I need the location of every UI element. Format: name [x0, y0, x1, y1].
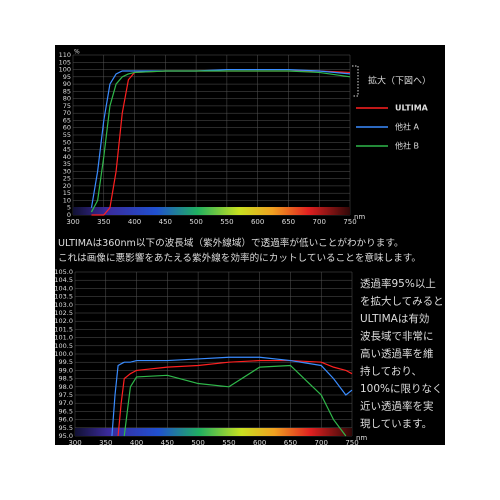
side-text: ULTIMAは有効	[360, 312, 429, 325]
y-tick-label: 99.5	[59, 358, 73, 366]
y-tick-label: 110	[59, 51, 71, 59]
y-tick-label: 35	[63, 160, 71, 168]
y-tick-label: 50	[63, 138, 71, 146]
y-tick-label: 104.0	[54, 284, 73, 292]
annotation: 拡大（下図へ）	[368, 75, 431, 87]
x-tick-label: 700	[313, 218, 326, 226]
y-tick-label: 96.5	[59, 407, 73, 415]
caption: ULTIMAは360nm以下の波長域（紫外線域）で透過率が低いことがわかります。	[58, 237, 404, 249]
x-tick-label: 550	[220, 218, 233, 226]
y-unit: %	[74, 49, 80, 56]
x-tick-label: 450	[159, 218, 172, 226]
x-tick-label: 750	[345, 439, 358, 447]
x-tick-label: 500	[189, 218, 202, 226]
y-tick-label: 45	[63, 146, 71, 154]
x-tick-label: 400	[128, 218, 141, 226]
x-tick-label: 300	[66, 218, 79, 226]
x-tick-label: 700	[315, 439, 328, 447]
x-tick-label: 500	[191, 439, 204, 447]
y-tick-label: 101.5	[54, 325, 73, 333]
y-tick-label: 40	[63, 153, 71, 161]
x-tick-label: 400	[130, 439, 143, 447]
y-tick-label: 90	[63, 80, 71, 88]
spectrum-band	[73, 207, 350, 215]
y-tick-label: 105.0	[54, 268, 73, 276]
series-line	[117, 359, 353, 437]
series-line	[90, 68, 351, 208]
x-unit: nm	[354, 213, 365, 221]
bracket	[352, 65, 359, 97]
x-tick-label: 650	[282, 218, 295, 226]
series-line	[123, 364, 347, 437]
y-tick-label: 95.5	[59, 424, 73, 432]
y-tick-label: 104.5	[54, 276, 73, 284]
y-tick-label: 97.5	[59, 391, 73, 399]
y-tick-label: 20	[63, 182, 71, 190]
y-tick-label: 100	[59, 66, 71, 74]
y-tick-label: 102.5	[54, 309, 73, 317]
y-tick-label: 97.0	[59, 399, 73, 407]
legend-label: ULTIMA	[395, 104, 429, 113]
y-tick-label: 0	[67, 211, 71, 219]
y-tick-label: 103.5	[54, 293, 73, 301]
y-tick-label: 95.0	[59, 432, 73, 440]
x-tick-label: 450	[161, 439, 174, 447]
y-tick-label: 105	[59, 58, 71, 66]
side-text: 近い透過率を実	[360, 400, 434, 413]
y-tick-label: 100.0	[54, 350, 73, 358]
x-tick-label: 550	[222, 439, 235, 447]
y-tick-label: 102.0	[54, 317, 73, 325]
y-tick-label: 98.5	[59, 375, 73, 383]
caption: これは画像に悪影響をあたえる紫外線を効率的にカットしていることを意味します。	[58, 252, 421, 264]
y-tick-label: 5	[67, 204, 71, 212]
side-text: 100%に限りなく	[360, 383, 443, 395]
y-tick-label: 85	[63, 87, 71, 95]
y-tick-label: 30	[63, 167, 71, 175]
x-tick-label: 650	[284, 439, 297, 447]
y-tick-label: 10	[63, 196, 71, 204]
x-tick-label: 750	[343, 218, 356, 226]
x-tick-label: 600	[253, 439, 266, 447]
y-tick-label: 15	[63, 189, 71, 197]
side-text: 透過率95%以上	[360, 277, 436, 290]
y-tick-label: 98.0	[59, 383, 73, 391]
legend-label: 他社 A	[395, 122, 420, 132]
y-tick-label: 55	[63, 131, 71, 139]
y-tick-label: 100.5	[54, 342, 73, 350]
y-tick-label: 101.0	[54, 334, 73, 342]
spectrum-band	[75, 428, 352, 436]
x-tick-label: 350	[99, 439, 112, 447]
x-tick-label: 350	[97, 218, 110, 226]
x-unit: nm	[356, 434, 367, 442]
x-tick-label: 600	[251, 218, 264, 226]
side-text: 波長域で非常に	[360, 330, 434, 343]
side-text: 高い透過率を維	[360, 347, 434, 360]
y-tick-label: 75	[63, 102, 71, 110]
y-tick-label: 103.0	[54, 301, 73, 309]
y-tick-label: 80	[63, 95, 71, 103]
side-text: 持しており、	[360, 365, 422, 378]
series-line	[111, 356, 353, 437]
y-tick-label: 65	[63, 116, 71, 124]
y-tick-label: 95	[63, 73, 71, 81]
y-tick-label: 70	[63, 109, 71, 117]
side-text: 現しています。	[360, 418, 432, 430]
legend-label: 他社 B	[395, 141, 419, 151]
y-tick-label: 25	[63, 175, 71, 183]
panel	[55, 45, 445, 445]
y-tick-label: 96.0	[59, 416, 73, 424]
series-line	[90, 70, 351, 213]
x-tick-label: 300	[68, 439, 81, 447]
side-text: を拡大してみると	[360, 295, 444, 308]
y-tick-label: 60	[63, 124, 71, 132]
y-tick-label: 99.0	[59, 366, 73, 374]
